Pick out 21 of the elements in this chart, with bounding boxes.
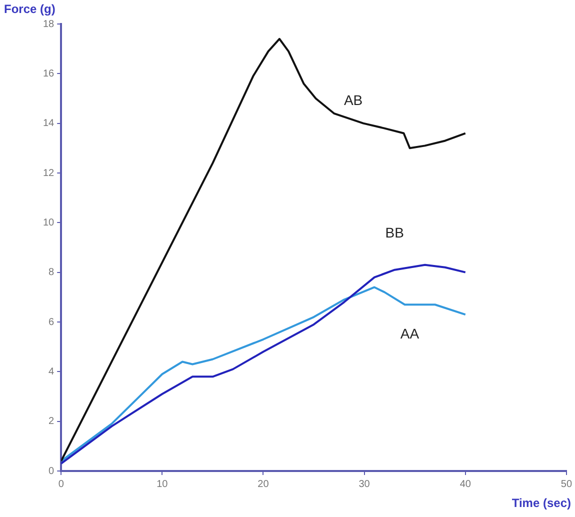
y-tick-label: 8 <box>48 267 55 278</box>
x-tick-label: 30 <box>358 478 370 490</box>
series-label: AA <box>400 325 420 342</box>
y-tick-label: 4 <box>48 366 55 378</box>
y-tick-label: 12 <box>43 168 55 179</box>
y-axis-title: Force (g) <box>4 2 56 16</box>
x-tick-label: 50 <box>560 478 572 490</box>
y-tick-label: 0 <box>48 466 55 477</box>
y-tick-label: 16 <box>43 68 55 80</box>
x-tick-label: 0 <box>58 478 64 490</box>
series-label: BB <box>385 224 404 241</box>
y-tick-label: 2 <box>48 416 55 428</box>
series-label: AB <box>344 92 363 108</box>
x-tick-label: 40 <box>460 478 472 490</box>
x-tick-label: 10 <box>156 478 168 490</box>
y-tick-label: 18 <box>43 18 55 30</box>
y-tick-label: 14 <box>43 118 55 130</box>
x-axis-title: Time (sec) <box>512 496 571 510</box>
y-tick-label: 6 <box>48 316 55 328</box>
x-tick-label: 20 <box>258 478 270 490</box>
y-tick-label: 10 <box>43 217 55 228</box>
